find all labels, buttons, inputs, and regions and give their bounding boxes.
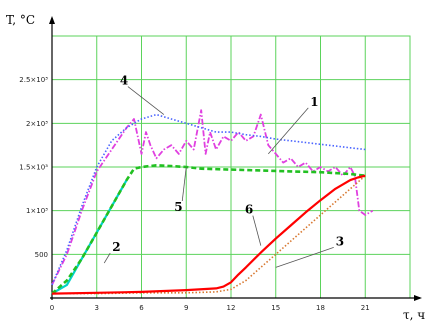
x-axis-arrow (414, 295, 422, 301)
series-line-1 (51, 109, 374, 286)
callout-leader-3 (275, 247, 334, 268)
callout-leader-1 (267, 107, 309, 155)
callout-label-1: 1 (310, 95, 318, 109)
x-tick-label: 0 (50, 304, 54, 312)
series-line-5 (51, 164, 366, 295)
callout-label-5: 5 (174, 200, 182, 214)
callout-label-3: 3 (336, 234, 344, 248)
callout-leader-4 (127, 86, 165, 115)
y-tick-label: 2.5×10³ (19, 76, 48, 84)
x-tick-label: 6 (139, 304, 144, 312)
x-axis-title: τ, ч (403, 308, 425, 322)
callout-leader-2 (103, 252, 111, 264)
x-tick-label: 18 (316, 304, 325, 312)
x-tick-label: 12 (227, 304, 236, 312)
series-line-6 (51, 174, 366, 295)
callout-label-2: 2 (112, 240, 120, 254)
callout-label-6: 6 (245, 203, 253, 217)
series-line-2 (51, 179, 128, 295)
x-tick-label: 3 (95, 304, 99, 312)
series-group (51, 109, 374, 295)
callouts: 4 1 5 2 6 3 (103, 74, 344, 268)
x-tick-label: 21 (361, 304, 370, 312)
axes (49, 16, 422, 301)
callout-label-4: 4 (120, 74, 128, 88)
y-tick-label: 500 (35, 251, 48, 259)
x-tick-label: 9 (184, 304, 188, 312)
y-tick-label: 1×10³ (26, 207, 48, 215)
y-tick-label: 2×10³ (26, 120, 48, 128)
callout-leader-6 (252, 215, 262, 246)
y-tick-label: 1.5×10³ (19, 164, 48, 172)
x-tick-label: 15 (271, 304, 280, 312)
y-axis-title: T, °C (6, 13, 35, 27)
callout-leader-5 (181, 166, 187, 202)
y-axis-arrow (49, 16, 55, 24)
series-line-4 (51, 113, 366, 286)
series-line-3 (52, 175, 366, 295)
